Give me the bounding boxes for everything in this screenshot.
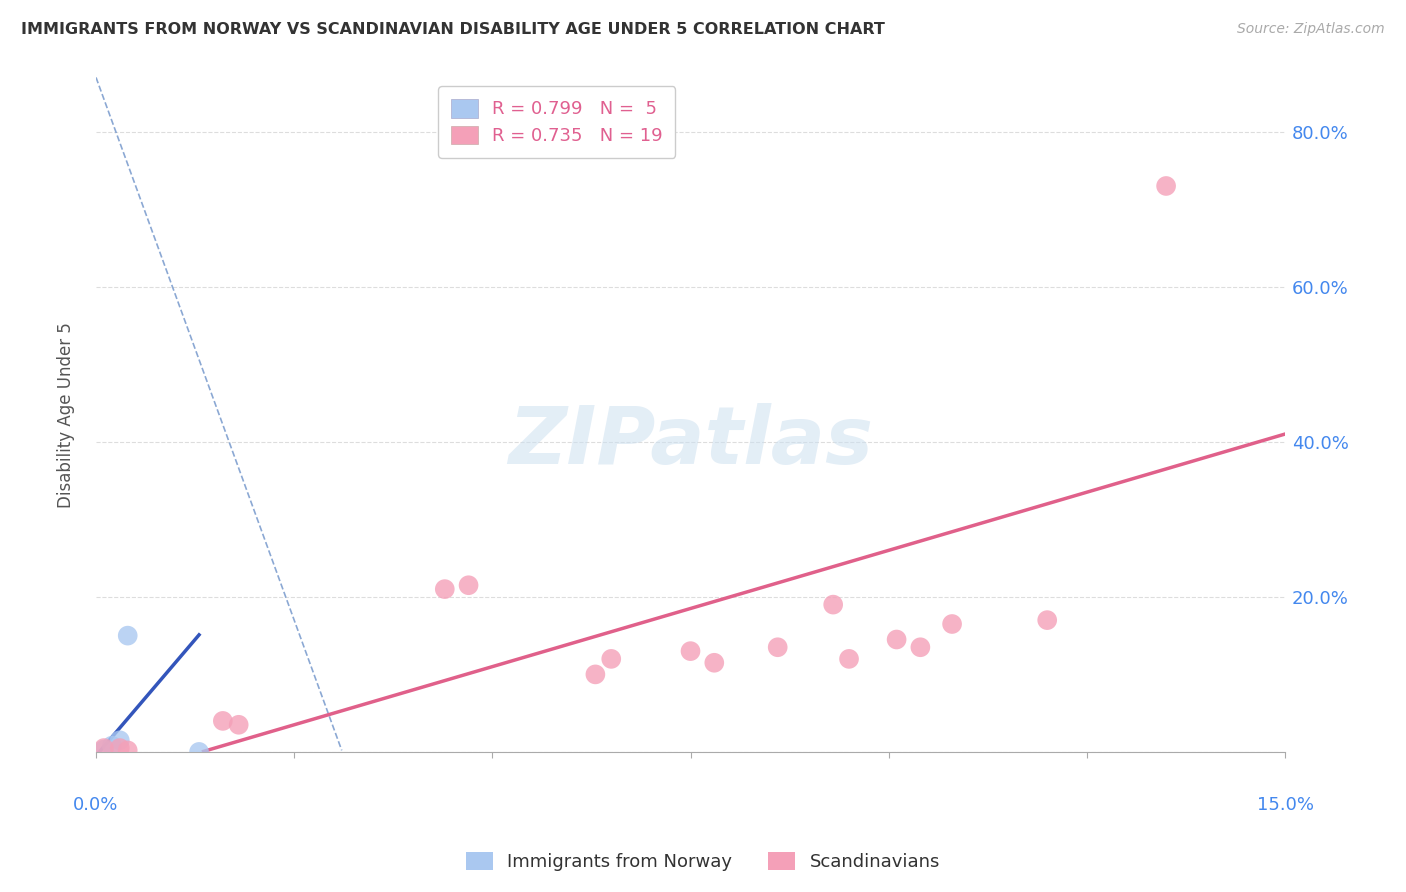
Point <box>433 582 456 596</box>
Point <box>228 718 250 732</box>
Text: Source: ZipAtlas.com: Source: ZipAtlas.com <box>1237 22 1385 37</box>
Point <box>766 640 789 655</box>
Y-axis label: Disability Age Under 5: Disability Age Under 5 <box>58 322 75 508</box>
Point <box>211 714 233 728</box>
Point <box>910 640 932 655</box>
Point <box>117 629 139 643</box>
Point <box>1036 613 1059 627</box>
Point <box>457 578 479 592</box>
Text: ZIPatlas: ZIPatlas <box>508 402 873 481</box>
Point <box>703 656 725 670</box>
Text: 0.0%: 0.0% <box>73 796 118 814</box>
Point <box>117 743 139 757</box>
Point <box>583 667 606 681</box>
Point <box>1154 178 1177 193</box>
Point <box>101 739 124 753</box>
Point <box>886 632 908 647</box>
Point <box>108 741 131 756</box>
Legend: R = 0.799   N =  5, R = 0.735   N = 19: R = 0.799 N = 5, R = 0.735 N = 19 <box>437 87 675 158</box>
Text: 15.0%: 15.0% <box>1257 796 1313 814</box>
Point <box>108 733 131 747</box>
Point <box>188 745 211 759</box>
Point <box>600 652 623 666</box>
Point <box>823 598 845 612</box>
Text: IMMIGRANTS FROM NORWAY VS SCANDINAVIAN DISABILITY AGE UNDER 5 CORRELATION CHART: IMMIGRANTS FROM NORWAY VS SCANDINAVIAN D… <box>21 22 884 37</box>
Point <box>941 617 963 632</box>
Point <box>838 652 860 666</box>
Point <box>93 741 115 756</box>
Point <box>679 644 702 658</box>
Legend: Immigrants from Norway, Scandinavians: Immigrants from Norway, Scandinavians <box>458 845 948 879</box>
Point <box>93 742 115 756</box>
